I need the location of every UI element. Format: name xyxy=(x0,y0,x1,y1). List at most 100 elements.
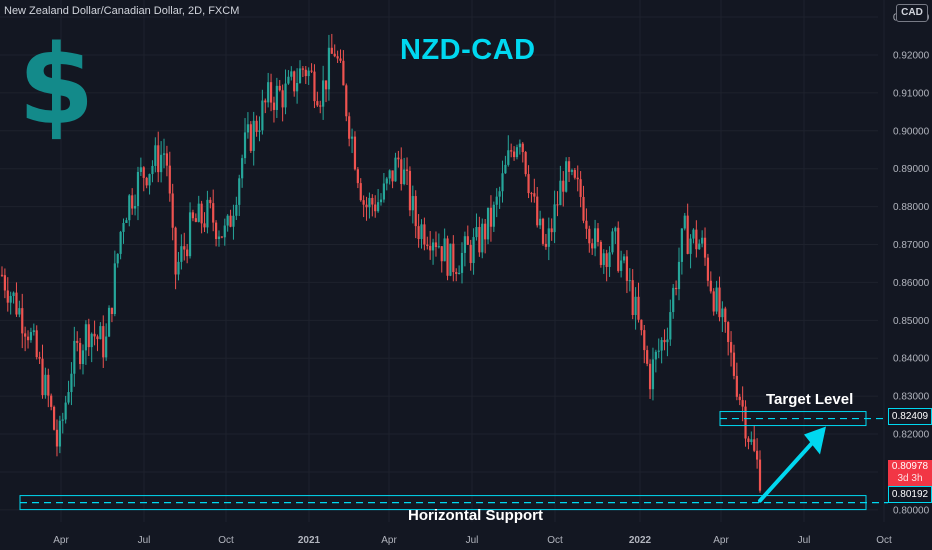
candle-body xyxy=(35,330,38,358)
dollar-icon: $ xyxy=(18,21,95,149)
candle-body xyxy=(651,359,655,390)
candle-body xyxy=(327,47,331,90)
candle-body xyxy=(377,202,380,212)
candle-body xyxy=(507,150,510,165)
candle-body xyxy=(122,222,125,232)
candle-body xyxy=(241,158,244,179)
candle-body xyxy=(631,280,634,316)
x-tick-label: Oct xyxy=(218,535,234,546)
x-tick-label: 2022 xyxy=(629,535,652,546)
projection-arrow-shaft xyxy=(758,434,820,503)
candle-body xyxy=(408,170,412,211)
x-tick-label: Oct xyxy=(876,535,892,546)
candle-body xyxy=(437,246,440,248)
candle-body xyxy=(539,218,542,226)
candle-body xyxy=(536,196,539,226)
candle-body xyxy=(194,218,197,222)
candle-body xyxy=(703,237,707,258)
candle-body xyxy=(281,90,284,108)
candle-body xyxy=(674,287,678,290)
candle-body xyxy=(136,171,140,206)
candle-body xyxy=(405,169,409,171)
candle-body xyxy=(657,350,660,352)
candle-body xyxy=(316,101,319,106)
candle-body xyxy=(76,340,79,343)
candle-body xyxy=(591,243,594,249)
candle-body xyxy=(87,324,90,348)
candle-body xyxy=(478,227,481,253)
candle-body xyxy=(304,69,307,77)
candle-body xyxy=(145,177,148,186)
candle-body xyxy=(64,402,67,420)
chart-title: NZD-CAD xyxy=(400,34,536,66)
currency-badge[interactable]: CAD xyxy=(896,4,928,22)
candle-body xyxy=(90,333,93,348)
candle-body xyxy=(463,236,467,253)
candle-body xyxy=(391,170,394,182)
candle-body xyxy=(495,196,498,205)
candle-body xyxy=(44,374,47,396)
candle-body xyxy=(362,200,365,205)
candle-body xyxy=(128,195,131,221)
last-price-value: 0.80978 xyxy=(891,461,929,472)
x-tick-label: Apr xyxy=(713,535,729,546)
candle-body xyxy=(692,229,695,239)
candle-body xyxy=(52,406,56,430)
candle-body xyxy=(556,204,559,206)
candle-body xyxy=(278,85,281,91)
candle-body xyxy=(654,351,657,360)
candle-body xyxy=(313,71,316,102)
candle-body xyxy=(628,280,631,282)
candle-body xyxy=(214,222,218,239)
candle-body xyxy=(133,205,137,209)
candle-body xyxy=(423,224,426,245)
candle-body xyxy=(3,275,6,291)
candle-body xyxy=(371,197,374,205)
candle-body xyxy=(489,207,493,227)
candle-body xyxy=(452,243,455,273)
candle-body xyxy=(232,215,235,227)
candle-body xyxy=(290,71,293,77)
candle-body xyxy=(171,193,174,228)
projection-arrow-head xyxy=(804,426,826,455)
y-tick-label: 0.92000 xyxy=(893,50,930,61)
candle-body xyxy=(385,178,388,184)
candle-body xyxy=(70,373,73,393)
candle-body xyxy=(429,245,432,251)
candle-body xyxy=(605,253,608,267)
candle-body xyxy=(67,392,70,403)
candle-body xyxy=(191,212,195,219)
candle-body xyxy=(81,350,85,364)
candle-body xyxy=(110,307,114,314)
candle-body xyxy=(397,157,400,160)
candle-body xyxy=(356,169,359,184)
candle-body xyxy=(165,153,169,166)
candle-body xyxy=(267,82,270,103)
candle-body xyxy=(729,342,733,353)
candle-body xyxy=(738,396,741,401)
candle-body xyxy=(727,322,730,343)
candle-body xyxy=(382,183,385,200)
candle-body xyxy=(544,243,548,247)
candle-body xyxy=(426,244,429,246)
candle-body xyxy=(32,330,35,333)
candle-body xyxy=(96,336,99,340)
target-level-label: Target Level xyxy=(766,391,854,408)
candle-body xyxy=(400,159,403,185)
candle-body xyxy=(724,308,727,323)
candle-body xyxy=(625,256,629,281)
candle-body xyxy=(105,336,108,358)
candle-body xyxy=(758,459,762,491)
last-price-tag: 0.80978 3d 3h xyxy=(888,460,932,486)
candle-body xyxy=(350,136,354,139)
candle-body xyxy=(229,215,232,227)
y-tick-label: 0.91000 xyxy=(893,88,930,99)
candle-body xyxy=(750,439,753,443)
candle-body xyxy=(84,324,88,351)
y-tick-label: 0.86000 xyxy=(893,278,930,289)
candle-body xyxy=(458,272,461,275)
candle-body xyxy=(698,243,701,250)
candle-body xyxy=(593,228,597,249)
candle-body xyxy=(223,225,226,238)
